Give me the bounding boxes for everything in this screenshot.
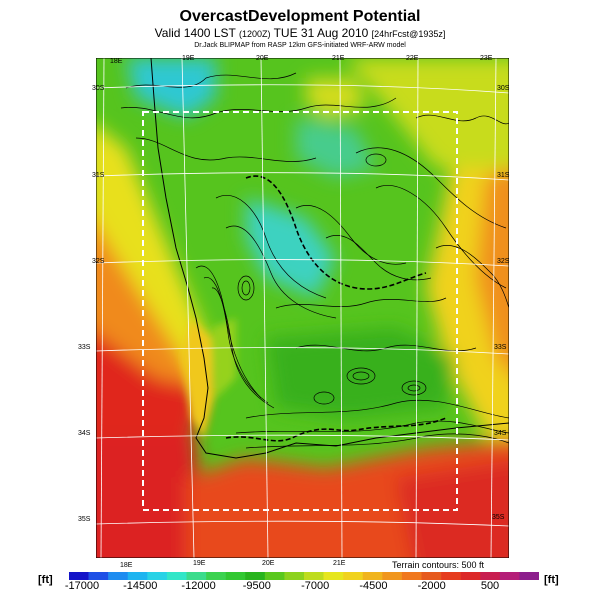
cyan-central xyxy=(246,198,336,298)
terrain-contours xyxy=(120,72,509,449)
colorbar-swatch xyxy=(206,572,226,580)
colorbar-swatch xyxy=(382,572,403,580)
valid-prefix: Valid 1400 LST xyxy=(154,26,236,40)
valid-time-line: Valid 1400 LST (1200Z) TUE 31 Aug 2010 [… xyxy=(0,26,600,40)
colorbar-swatch xyxy=(127,572,148,580)
yellow-band-west xyxy=(96,125,216,378)
colorbar-swatch xyxy=(401,572,422,580)
lat-label-right: 34S xyxy=(494,430,507,437)
lon-label-bottom: 18E xyxy=(120,562,133,569)
coastline xyxy=(150,58,509,459)
orange-band-east xyxy=(476,166,509,371)
colorbar-swatch xyxy=(499,572,520,580)
colorbar-label: -14500 xyxy=(123,580,158,592)
colorbar-swatch xyxy=(519,572,539,580)
lon-label-bottom: 20E xyxy=(262,560,275,567)
colorbar-swatch xyxy=(421,572,442,580)
colorbar-swatch xyxy=(343,572,364,580)
lon-label-top: 22E xyxy=(406,55,419,62)
colorbar-swatch xyxy=(284,572,305,580)
lat-label-left: 34S xyxy=(78,430,91,437)
colorbar-swatch xyxy=(441,572,461,580)
colorbar-swatch xyxy=(225,572,246,580)
lon-label-top: 20E xyxy=(256,55,269,62)
inner-domain-box xyxy=(142,111,458,511)
cyan-northwest xyxy=(126,58,216,118)
yellow-patch xyxy=(306,78,366,118)
colorbar-swatch xyxy=(69,572,89,580)
south-coast-red xyxy=(396,460,509,558)
coast-green-strip xyxy=(211,318,236,398)
lat-label-right: 33S xyxy=(494,344,507,351)
terrain-contour-note: Terrain contours: 500 ft xyxy=(392,560,485,570)
cyan-north xyxy=(296,118,376,178)
lon-label-bottom: 19E xyxy=(193,560,206,567)
colorbar-swatch xyxy=(362,572,383,580)
colorbar-label: 500 xyxy=(480,580,500,592)
lat-label-right: 30S xyxy=(497,85,510,92)
colorbar-label: -2000 xyxy=(417,580,446,592)
lon-label-top: 21E xyxy=(332,55,345,62)
colorbar-swatch xyxy=(108,572,129,580)
colorbar-label: -4500 xyxy=(359,580,388,592)
colorbar-swatch xyxy=(460,572,481,580)
lat-label-right: 32S xyxy=(497,258,510,265)
colorbar-unit-right: [ft] xyxy=(544,574,559,586)
colorbar-swatch xyxy=(245,572,266,580)
model-byline: Dr.Jack BLIPMAP from RASP 12km GFS-initi… xyxy=(194,42,406,49)
lat-label-left: 32S xyxy=(92,258,105,265)
ocean-southwest xyxy=(96,438,205,558)
colorbar-swatch xyxy=(166,572,187,580)
colorbar-swatch xyxy=(186,572,207,580)
colorbar-label: -17000 xyxy=(64,580,100,592)
colorbar-swatch xyxy=(88,572,109,580)
colorbar-label: -7000 xyxy=(301,580,330,592)
dark-green-interior xyxy=(266,328,456,418)
forecast-map xyxy=(96,58,509,558)
lat-label-left: 35S xyxy=(78,516,91,523)
lat-label-left: 31S xyxy=(92,172,105,179)
map-title: OvercastDevelopment Potential xyxy=(179,8,421,25)
forecast-tag: [24hrFcst@1935z] xyxy=(371,29,446,39)
colorbar xyxy=(69,572,539,580)
colorbar-swatch xyxy=(147,572,168,580)
lat-lon-grid xyxy=(96,58,509,558)
lat-label-left: 30S xyxy=(92,85,105,92)
colorbar-swatch xyxy=(480,572,501,580)
colorbar-label: -12000 xyxy=(181,580,216,592)
colorbar-swatch xyxy=(264,572,285,580)
lon-label-top: 23E xyxy=(480,55,493,62)
colorbar-label: -9500 xyxy=(242,580,271,592)
lon-label-top: 18E xyxy=(110,58,123,65)
lat-label-right: 35S xyxy=(492,514,505,521)
colorbar-swatch xyxy=(323,572,344,580)
lon-label-bottom: 21E xyxy=(333,560,346,567)
lon-label-top: 19E xyxy=(182,55,195,62)
valid-utc: (1200Z) xyxy=(238,29,271,39)
lat-label-left: 33S xyxy=(78,344,91,351)
valid-date: TUE 31 Aug 2010 xyxy=(273,26,369,40)
colorbar-unit-left: [ft] xyxy=(38,574,53,586)
colorbar-swatch xyxy=(304,572,324,580)
lat-label-right: 31S xyxy=(497,172,510,179)
